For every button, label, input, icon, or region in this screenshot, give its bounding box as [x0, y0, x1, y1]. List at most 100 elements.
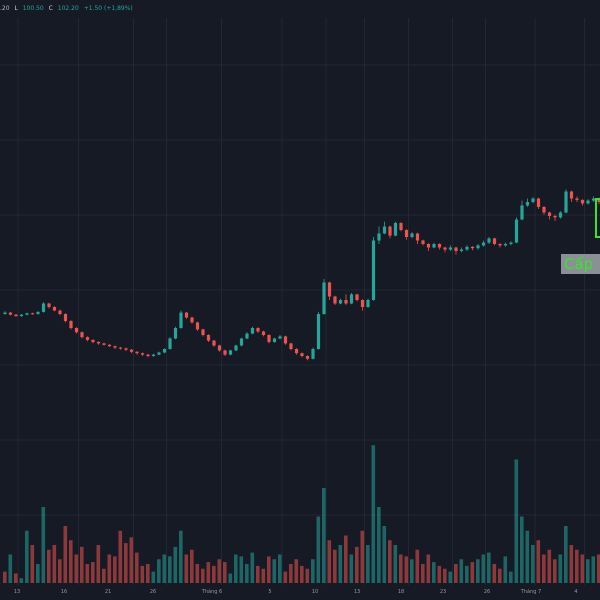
candle [107, 344, 112, 347]
candle [531, 197, 535, 204]
candle-body [212, 340, 216, 346]
volume-bar [448, 571, 453, 583]
time-axis-tick-label: 26 [150, 589, 156, 595]
volume-bar [234, 554, 238, 583]
candle-body [344, 300, 348, 304]
candle-body [228, 350, 233, 355]
candle [19, 314, 24, 317]
candle-body [256, 328, 260, 332]
candle-body [476, 245, 480, 249]
volume-bar [289, 564, 293, 583]
time-axis[interactable]: 13 16 21 26 Tháng 6 5 10 13 18 23 26 Tháng 7 4 [14, 588, 578, 595]
candle-body [36, 311, 40, 314]
volume-bar [597, 554, 600, 583]
candle-body [190, 317, 194, 323]
volume-bar [63, 526, 68, 583]
candle-body [25, 313, 29, 315]
candle-body [371, 240, 376, 300]
candle [113, 345, 117, 349]
candle-body [536, 198, 541, 207]
candle [503, 242, 508, 247]
candle-body [322, 282, 326, 314]
volume-bar [355, 546, 359, 583]
candle-body [234, 345, 238, 351]
volume-bar [3, 571, 7, 583]
candle [173, 326, 178, 340]
candle [58, 309, 62, 316]
volume-bar [195, 564, 200, 583]
candle [294, 348, 299, 355]
volume-bar [547, 549, 552, 583]
candle-body [503, 244, 508, 246]
volume-bar [421, 564, 425, 583]
candle [421, 239, 425, 246]
candle [52, 306, 57, 312]
candle-body [338, 300, 343, 304]
volume-bar [261, 568, 266, 583]
candle [201, 328, 205, 337]
candle-body [267, 335, 271, 342]
candle [355, 293, 359, 302]
candle [157, 351, 161, 356]
candle [437, 243, 442, 250]
legend-close-key: C [48, 5, 53, 12]
grid-lines [0, 18, 600, 585]
candle-body [168, 338, 172, 349]
volume-bar [498, 568, 502, 583]
volume-bar [470, 562, 475, 583]
volume-bar [85, 564, 90, 583]
volume-bar [580, 554, 585, 583]
volume-bar [459, 559, 464, 583]
time-axis-tick-label: 13 [354, 589, 360, 595]
volume-bar [217, 559, 222, 583]
volume-bar [151, 571, 156, 583]
candle [162, 348, 167, 354]
candle [124, 347, 128, 352]
candle-body [162, 349, 167, 353]
volume-bar [294, 559, 299, 583]
volume-bar [8, 554, 13, 583]
volume-bar [305, 568, 310, 583]
candle-body [107, 344, 112, 347]
volume-bar [184, 554, 189, 583]
candle-body [360, 300, 365, 307]
time-axis-tick-label: 26 [484, 589, 490, 595]
volume-bar [201, 568, 205, 583]
candle-body [129, 349, 134, 352]
candle [217, 344, 222, 352]
drawing-rectangle[interactable] [595, 198, 600, 238]
candle [278, 335, 282, 340]
volume-bar [503, 556, 508, 583]
candle [256, 327, 260, 333]
volume-bar [41, 507, 46, 583]
volume-bar [569, 545, 574, 583]
candle [300, 352, 304, 358]
candle [47, 302, 51, 309]
legend-change: +1.50 (+1,89%) [83, 5, 133, 12]
candle [168, 337, 172, 350]
candle-body [305, 356, 310, 359]
candle [580, 199, 585, 206]
candle-body [223, 350, 227, 355]
volume-bar [377, 507, 381, 583]
volume-bar [553, 559, 557, 583]
volume-bar [316, 516, 321, 583]
volume-bar [74, 554, 79, 583]
candle [311, 347, 315, 360]
candle [85, 336, 90, 342]
candle [14, 314, 18, 317]
candle [184, 311, 189, 319]
drawing-text-label[interactable]: Cấp [561, 254, 600, 274]
candle [448, 245, 453, 251]
volume-bar [509, 571, 513, 583]
volume-bar [250, 552, 255, 583]
candle [382, 221, 387, 235]
candle [509, 241, 513, 246]
time-axis-tick-label: 21 [105, 589, 111, 595]
volume-bar [404, 556, 409, 583]
volume-bar [465, 565, 469, 583]
candle-body [80, 332, 84, 338]
candle [393, 221, 398, 237]
